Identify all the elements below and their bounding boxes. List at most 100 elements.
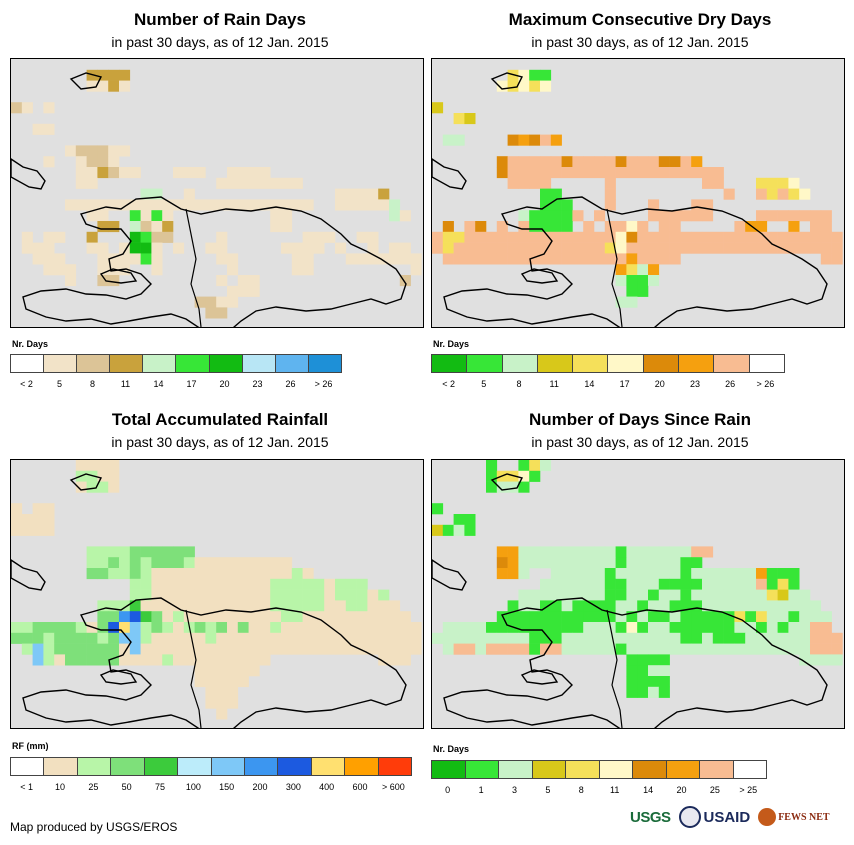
map-cell [626,589,638,601]
map-cell [745,622,757,634]
map-cell [464,643,476,655]
legend-swatch [209,355,243,372]
map-cell [302,622,314,634]
hispaniola-outline [443,597,828,728]
map-cell [140,643,152,655]
map-cell [648,611,660,623]
map-cell [680,611,692,623]
map-cell [712,177,724,189]
map-cell [248,589,260,601]
map-cell [637,611,649,623]
map-cell [766,611,778,623]
map-cell [302,578,314,590]
map-cell [151,589,163,601]
map-cell [270,632,282,644]
legend-label: 8 [516,379,522,389]
map-cell [129,253,141,265]
map-cell [594,546,606,558]
map-cell [75,643,87,655]
map-cell [550,546,562,558]
legend-label: > 26 [756,379,775,389]
legend-label: 300 [285,782,301,792]
map-cell [669,253,681,265]
map-cell [507,242,519,254]
legend-label: 11 [610,785,620,795]
map-cell [183,199,195,211]
map-cell [162,589,174,601]
map-cell [810,231,822,243]
legend-swatch [244,758,279,775]
legend-label: 25 [88,782,99,792]
map-cell [594,557,606,569]
map-cell [788,589,800,601]
map-cell [173,546,185,558]
map-cell [680,557,692,569]
map-cell [151,253,163,265]
legend-label: 0 [445,785,451,795]
map-cell [540,199,552,211]
map-cell [507,546,519,558]
map-cell [518,589,530,601]
map-cell [108,275,120,287]
map-cell [777,600,789,612]
legend-swatch [275,355,309,372]
map-cell [227,199,239,211]
map-cell [119,654,131,666]
map-cell [788,210,800,222]
map-cell [97,470,109,482]
map-cell [119,167,131,179]
map-cell [194,600,206,612]
map-cell [108,253,120,265]
cuba-outline [432,158,467,190]
map-cell [389,654,401,666]
map-cell [799,600,811,612]
map-cell [216,697,228,709]
map-cell [162,578,174,590]
map-cell [151,578,163,590]
map-cell [572,578,584,590]
map-cell [777,589,789,601]
map-cell [518,221,530,233]
map-cell [367,231,379,243]
map-cell [453,253,465,265]
legend-label: 25 [709,785,720,795]
map-cell [21,102,33,114]
map-cell [788,188,800,200]
map-cell [43,643,55,655]
map-cell [723,611,735,623]
map-cell [723,600,735,612]
map-cell [626,568,638,580]
map-cell [335,589,347,601]
map-cell [648,546,660,558]
legend-label: 150 [219,782,235,792]
map-cell [615,296,627,308]
legend-swatch [532,761,566,778]
map-cell [367,643,379,655]
map-cell [550,134,562,146]
map-cell [281,210,293,222]
map-rain-days [10,58,424,328]
map-cell [205,589,217,601]
map-cell [766,231,778,243]
map-cell [75,654,87,666]
map-cell [119,611,131,623]
map-cell [259,611,271,623]
map-cell [108,221,120,233]
map-cell [389,611,401,623]
map-cell [604,242,616,254]
map-cell [313,611,325,623]
fews-seal-icon [758,808,777,826]
map-cell [302,589,314,601]
map-cell [356,188,368,200]
map-cell [561,242,573,254]
map-cell [756,210,768,222]
map-cell [734,231,746,243]
map-cell [389,600,401,612]
map-cell [205,557,217,569]
map-cell [248,654,260,666]
map-cell [712,600,724,612]
map-cell [119,557,131,569]
legend-swatch [278,758,312,775]
map-cell [691,643,703,655]
map-cell [162,221,174,233]
